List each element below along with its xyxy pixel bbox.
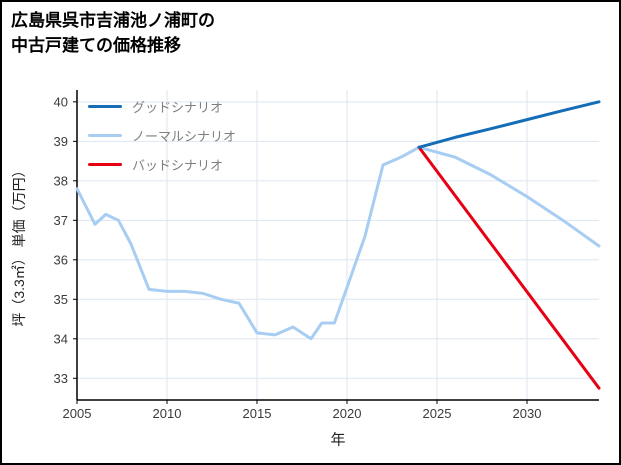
x-tick-label: 2020 <box>333 406 362 421</box>
y-tick-label: 34 <box>54 331 68 346</box>
legend-label-normal: ノーマルシナリオ <box>132 129 237 144</box>
x-tick-label: 2030 <box>513 406 542 421</box>
y-axis-label: 坪（3.3㎡） 単価（万円） <box>11 163 27 327</box>
y-tick-label: 33 <box>54 371 68 386</box>
x-tick-label: 2005 <box>63 406 92 421</box>
legend-item-normal-scenario[interactable]: ノーマルシナリオ <box>88 121 236 150</box>
legend-item-bad-scenario[interactable]: バッドシナリオ <box>88 150 236 179</box>
legend-label-good: グッドシナリオ <box>132 100 224 115</box>
chart-title-line2: 中古戸建ての価格推移 <box>11 35 181 55</box>
y-tick-label: 35 <box>54 292 68 307</box>
series-line-good <box>417 100 601 149</box>
y-tick-label: 39 <box>54 134 68 149</box>
chart-title: 広島県呉市吉浦池ノ浦町の 中古戸建ての価格推移 <box>11 9 215 58</box>
legend-label-bad: バッドシナリオ <box>132 158 224 173</box>
x-axis-label: 年 <box>330 431 346 449</box>
y-tick-label: 38 <box>54 173 68 188</box>
y-tick-label: 36 <box>54 252 68 267</box>
good-scenario-line-swatch <box>88 105 122 108</box>
normal-scenario-line-swatch <box>88 134 122 137</box>
bad-scenario-line-swatch <box>88 163 122 166</box>
chart-legend: グッドシナリオ ノーマルシナリオ バッドシナリオ <box>88 92 236 179</box>
y-tick-label: 40 <box>54 94 68 109</box>
x-tick-label: 2010 <box>153 406 182 421</box>
chart-title-line1: 広島県呉市吉浦池ノ浦町の <box>11 11 215 30</box>
legend-item-good-scenario[interactable]: グッドシナリオ <box>88 92 236 121</box>
x-tick-label: 2015 <box>243 406 272 421</box>
series-line-normal <box>75 145 601 341</box>
series-line-bad <box>417 145 601 390</box>
y-tick-label: 37 <box>54 213 68 228</box>
x-tick-label: 2025 <box>423 406 452 421</box>
